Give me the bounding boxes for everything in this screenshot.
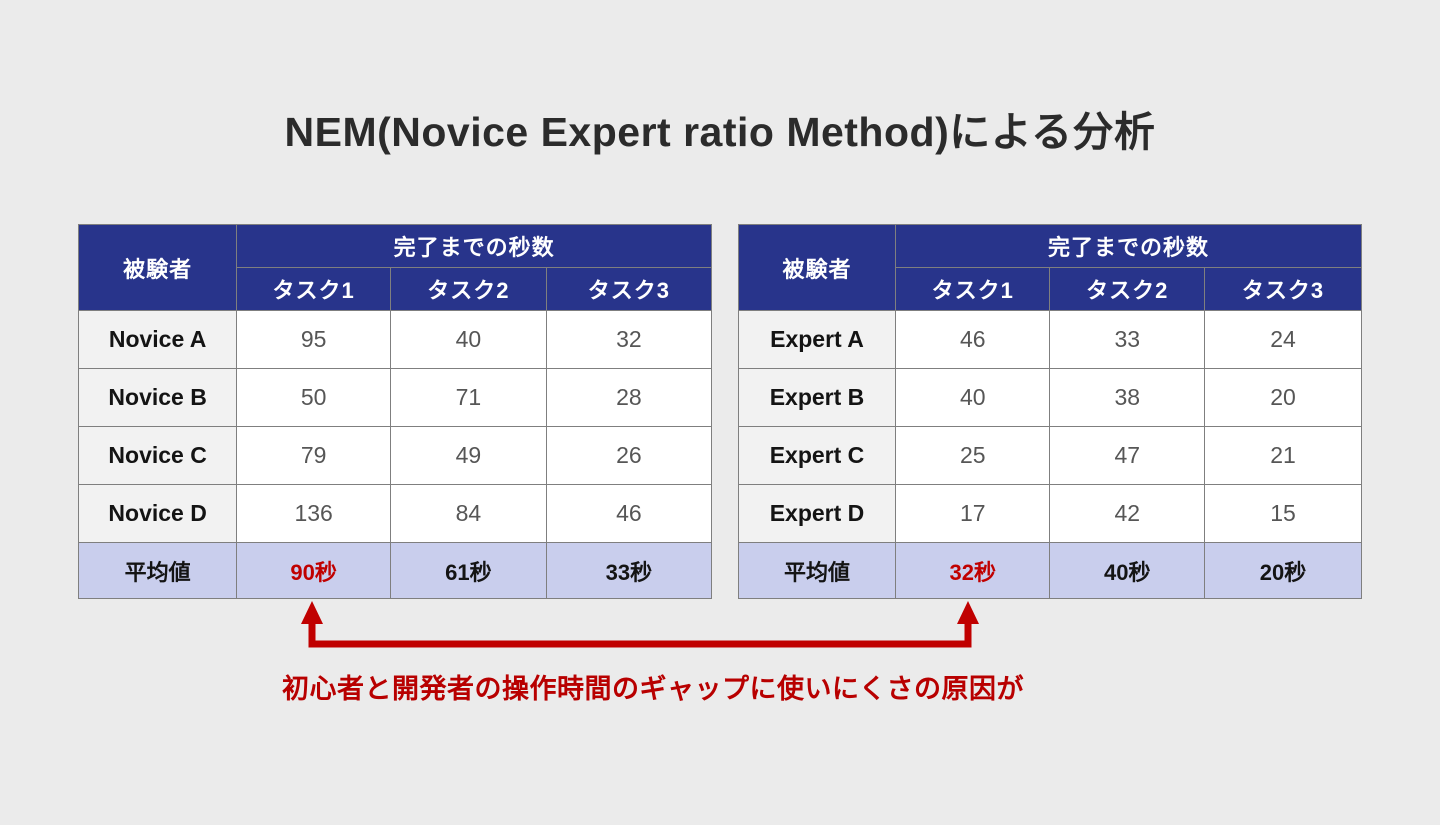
average-row: 平均値 90秒 61秒 33秒	[77, 542, 713, 599]
table-cell: 47	[1049, 426, 1205, 485]
table-row: Expert B 40 38 20	[738, 368, 1363, 427]
average-value: 61秒	[390, 542, 547, 599]
table-cell: 25	[894, 426, 1051, 485]
novice-task2-header: タスク2	[390, 267, 547, 311]
novice-subject-header: 被験者	[77, 224, 238, 311]
table-cell: 21	[1203, 426, 1363, 485]
table-cell: 33	[1049, 310, 1205, 369]
arrowhead-up-left	[301, 601, 323, 624]
table-cell: 24	[1203, 310, 1363, 369]
table-cell: 32	[545, 310, 713, 369]
average-value: 33秒	[545, 542, 713, 599]
table-cell: 40	[390, 310, 547, 369]
row-label: Expert B	[738, 368, 896, 427]
expert-header-row-1: 被験者 完了までの秒数	[738, 224, 1363, 311]
arrowhead-up-right	[957, 601, 979, 624]
average-value-highlighted: 32秒	[894, 542, 1051, 599]
row-label: Expert A	[738, 310, 896, 369]
table-cell: 42	[1049, 484, 1205, 543]
novice-header-row-1: 被験者 完了までの秒数	[77, 224, 712, 311]
average-row-label: 平均値	[738, 542, 896, 599]
table-row: Novice C 79 49 26	[77, 426, 713, 485]
table-cell: 79	[236, 426, 392, 485]
table-cell: 46	[894, 310, 1051, 369]
expert-group-header: 完了までの秒数	[894, 224, 1363, 268]
table-cell: 40	[894, 368, 1051, 427]
table-row: Expert D 17 42 15	[738, 484, 1363, 543]
page-title: NEM(Novice Expert ratio Method)による分析	[284, 109, 1156, 155]
table-cell: 50	[236, 368, 392, 427]
row-label: Expert D	[738, 484, 896, 543]
expert-task2-header: タスク2	[1049, 267, 1205, 311]
row-label: Novice D	[77, 484, 238, 543]
table-cell: 38	[1049, 368, 1205, 427]
table-row: Expert A 46 33 24	[738, 310, 1363, 369]
novice-header-row-2: タスク1 タスク2 タスク3	[79, 267, 713, 311]
average-value: 40秒	[1049, 542, 1205, 599]
row-label: Expert C	[738, 426, 896, 485]
novice-table: 被験者 完了までの秒数 タスク1 タスク2 タスク3 Novice A 95 4…	[77, 224, 713, 599]
average-row-label: 平均値	[77, 542, 238, 599]
table-cell: 136	[236, 484, 392, 543]
novice-task3-header: タスク3	[545, 267, 713, 311]
table-row: Expert C 25 47 21	[738, 426, 1363, 485]
expert-subject-header: 被験者	[738, 224, 896, 311]
table-cell: 28	[545, 368, 713, 427]
expert-task1-header: タスク1	[894, 267, 1051, 311]
table-row: Novice D 136 84 46	[77, 484, 713, 543]
average-value: 20秒	[1203, 542, 1363, 599]
expert-header-row-2: タスク1 タスク2 タスク3	[739, 267, 1363, 311]
table-row: Novice A 95 40 32	[77, 310, 713, 369]
novice-group-header: 完了までの秒数	[236, 224, 712, 268]
average-row: 平均値 32秒 40秒 20秒	[738, 542, 1363, 599]
table-cell: 46	[545, 484, 713, 543]
table-row: Novice B 50 71 28	[77, 368, 713, 427]
row-label: Novice B	[77, 368, 238, 427]
table-cell: 15	[1203, 484, 1363, 543]
row-label: Novice C	[77, 426, 238, 485]
table-cell: 20	[1203, 368, 1363, 427]
table-cell: 26	[545, 426, 713, 485]
novice-task1-header: タスク1	[236, 267, 392, 311]
gap-bracket-arrow	[301, 601, 979, 648]
table-cell: 17	[894, 484, 1051, 543]
expert-task3-header: タスク3	[1203, 267, 1363, 311]
table-cell: 49	[390, 426, 547, 485]
annotation-text: 初心者と開発者の操作時間のギャップに使いにくさの原因が	[282, 674, 1024, 704]
table-cell: 71	[390, 368, 547, 427]
table-cell: 84	[390, 484, 547, 543]
expert-table: 被験者 完了までの秒数 タスク1 タスク2 タスク3 Expert A 46 3…	[738, 224, 1363, 599]
row-label: Novice A	[77, 310, 238, 369]
table-cell: 95	[236, 310, 392, 369]
average-value-highlighted: 90秒	[236, 542, 392, 599]
